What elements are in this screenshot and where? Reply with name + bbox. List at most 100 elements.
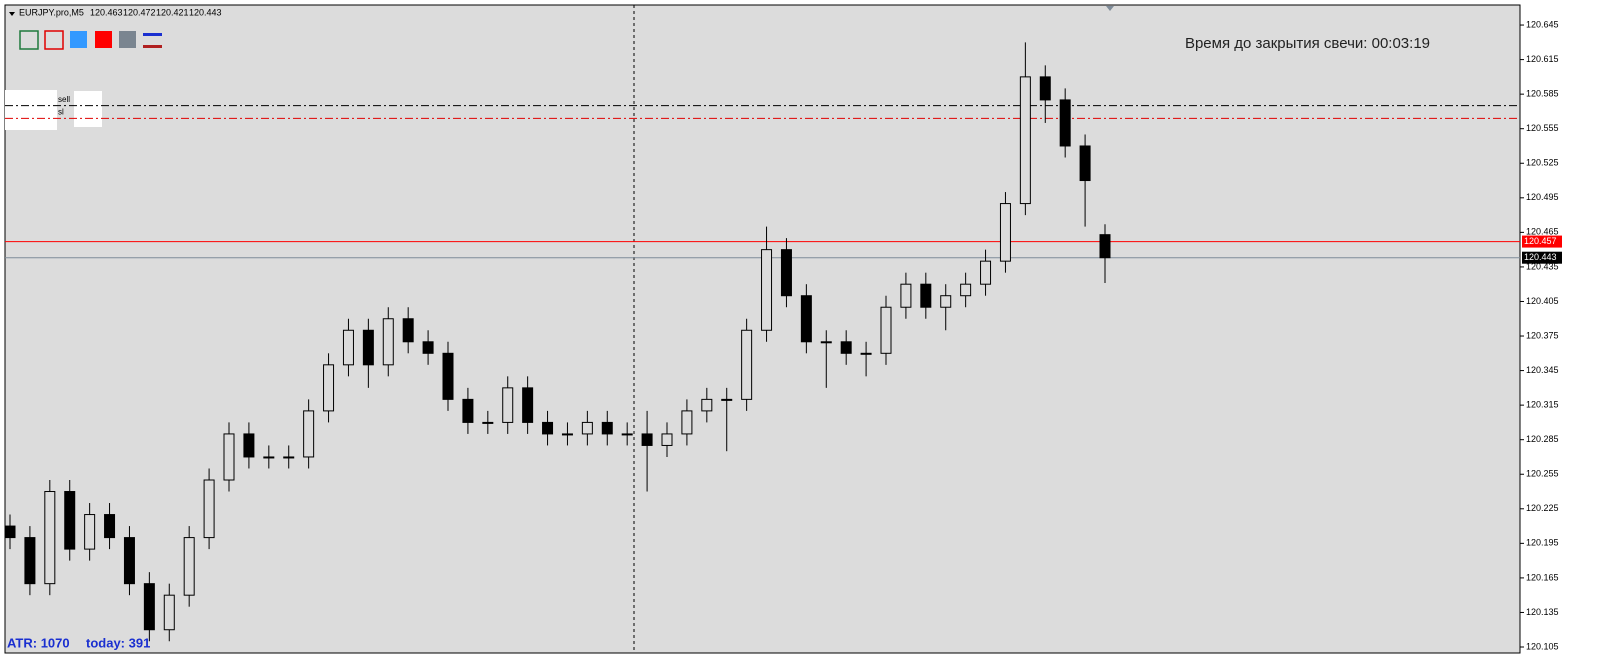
symbol: EURJPY.pro,M5: [19, 7, 84, 17]
candle-body: [123, 537, 135, 585]
icon[interactable]: [19, 30, 39, 50]
candle-body: [641, 433, 653, 446]
candle-body: [1039, 76, 1051, 101]
candle-body: [163, 594, 175, 631]
candle-body: [243, 433, 255, 458]
y-tick-label: 120.555: [1526, 123, 1559, 133]
candle-body: [542, 421, 554, 435]
y-tick-label: 120.645: [1526, 19, 1559, 29]
icon[interactable]: [44, 30, 64, 50]
candle-body: [44, 491, 56, 585]
icon[interactable]: [95, 31, 112, 48]
icon[interactable]: [143, 45, 162, 48]
candle-body: [64, 491, 76, 550]
candle-body: [681, 410, 693, 435]
candle-body: [780, 249, 792, 297]
label-box: [74, 91, 102, 127]
icon[interactable]: [119, 31, 136, 48]
candle-body: [263, 456, 275, 459]
candle-body: [362, 329, 374, 366]
candle-body: [382, 318, 394, 366]
candle-body: [323, 364, 335, 412]
candle-body: [900, 283, 912, 308]
y-tick-label: 120.525: [1526, 158, 1559, 168]
candle-body: [860, 352, 872, 355]
y-tick-label: 120.405: [1526, 296, 1559, 306]
candle-body: [920, 283, 932, 308]
candle-body: [342, 329, 354, 366]
y-tick-label: 120.615: [1526, 54, 1559, 64]
candle-body: [940, 295, 952, 308]
y-tick-label: 120.255: [1526, 469, 1559, 479]
candle-body: [741, 329, 753, 400]
candle-body: [820, 341, 832, 344]
candle-body: [601, 421, 613, 435]
dropdown[interactable]: [9, 12, 15, 16]
y-tick-label: 120.585: [1526, 89, 1559, 99]
y-tick-label: 120.435: [1526, 261, 1559, 271]
candle-body: [999, 203, 1011, 262]
icon[interactable]: [143, 33, 162, 36]
atr-today: today: 391: [86, 635, 150, 650]
candle-timer: Время до закрытия свечи: 00:03:19: [1185, 35, 1430, 52]
y-tick-label: 120.495: [1526, 192, 1559, 202]
y-tick-label: 120.375: [1526, 330, 1559, 340]
candle-body: [502, 387, 514, 423]
candle-body: [621, 433, 633, 436]
y-tick-label: 120.285: [1526, 434, 1559, 444]
ohlc-high: 120.472: [123, 7, 156, 17]
icon[interactable]: [70, 31, 87, 48]
candle-body: [960, 283, 972, 297]
atr: ATR: 1070: [7, 635, 70, 650]
y-tick-label: 120.195: [1526, 538, 1559, 548]
candle-body: [143, 583, 155, 631]
ohlc-open: 120.463: [90, 7, 123, 17]
candle-body: [980, 260, 992, 285]
ask-price: 120.457: [1524, 236, 1557, 246]
candle-body: [581, 421, 593, 435]
candle-body: [1079, 145, 1091, 182]
candle-body: [283, 456, 295, 459]
candle-body: [522, 387, 534, 423]
candle-body: [880, 306, 892, 354]
candle-body: [462, 398, 474, 423]
ask-tag: [1522, 235, 1562, 248]
y-tick-label: 120.105: [1526, 641, 1559, 651]
candle-body: [840, 341, 852, 354]
candle-body: [223, 433, 235, 481]
y-tick-label: 120.165: [1526, 572, 1559, 582]
candle-body: [84, 514, 96, 550]
candle-body: [1059, 99, 1071, 147]
candle-body: [721, 398, 733, 401]
candle-body: [203, 479, 215, 539]
shift-marker: [1106, 6, 1114, 11]
candle-body: [402, 318, 414, 343]
bid-tag: [1522, 251, 1562, 264]
candle-body: [104, 514, 116, 539]
candle-body: [561, 433, 573, 436]
y-tick-label: 120.465: [1526, 227, 1559, 237]
candle-body: [1019, 76, 1031, 205]
y-tick-label: 120.135: [1526, 607, 1559, 617]
y-tick-label: 120.345: [1526, 365, 1559, 375]
ohlc-close: 120.443: [189, 7, 222, 17]
candle-body: [24, 537, 36, 585]
level-label: sl: [58, 107, 64, 116]
candle-body: [1099, 234, 1111, 259]
toolbar-icons: [19, 30, 162, 50]
label-box: [5, 90, 57, 130]
y-tick-label: 120.225: [1526, 503, 1559, 513]
candle-body: [442, 352, 454, 400]
candle-body: [800, 295, 812, 343]
candle-body: [661, 433, 673, 446]
bid-price: 120.443: [1524, 252, 1557, 262]
candle-body: [422, 341, 434, 354]
ohlc-low: 120.421: [156, 7, 189, 17]
y-tick-label: 120.315: [1526, 400, 1559, 410]
candle-body: [482, 421, 494, 424]
candle-body: [761, 249, 773, 331]
level-label: sell: [58, 95, 70, 104]
candle-body: [183, 537, 195, 596]
